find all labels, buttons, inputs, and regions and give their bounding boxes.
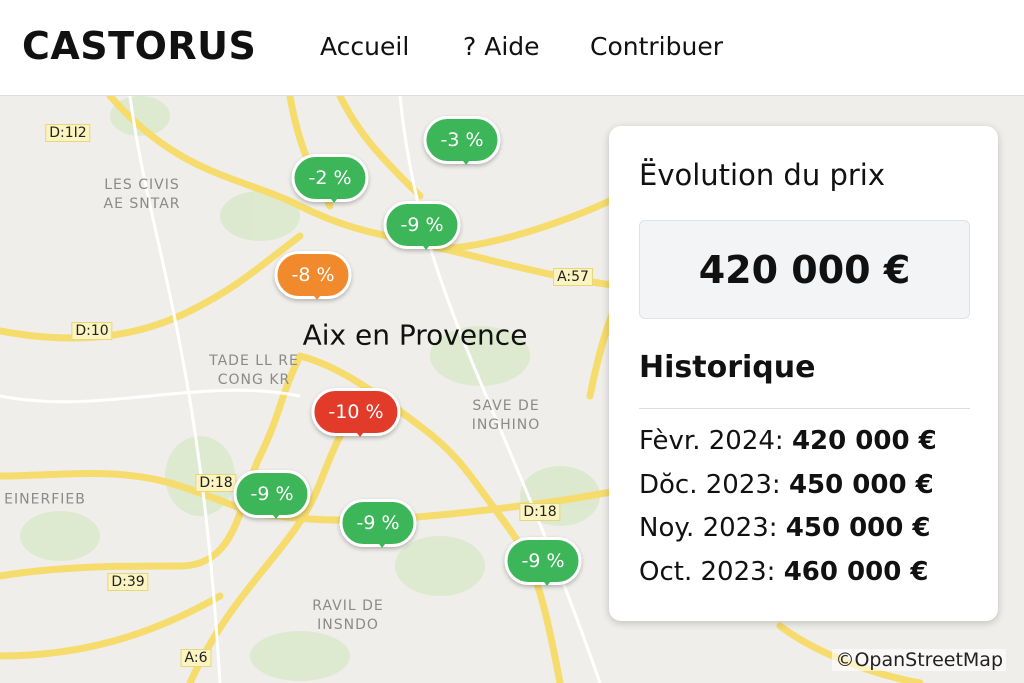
divider: [639, 408, 970, 409]
price-marker[interactable]: -8 %: [274, 251, 352, 299]
road-label: A:6: [180, 649, 212, 667]
place-label: TADE LL RE CONG KR: [209, 353, 299, 388]
price-marker[interactable]: -10 %: [311, 388, 401, 436]
map-attribution[interactable]: ©OpanStreetMap: [832, 649, 1006, 671]
logo[interactable]: CASTORUS: [22, 24, 257, 68]
road-label: D:18: [519, 503, 561, 521]
price-marker[interactable]: -9 %: [383, 201, 461, 249]
nav-aide[interactable]: ? Aide: [463, 32, 540, 61]
place-label: SAVE DE INGHINO: [471, 398, 541, 433]
header: CASTORUS Accueil ? Aide Contribuer: [0, 0, 1024, 96]
history-row: Oct. 2023: 460 000 €: [639, 557, 929, 587]
price-marker[interactable]: -3 %: [423, 116, 501, 164]
price-marker[interactable]: -9 %: [233, 470, 311, 518]
price-marker[interactable]: -9 %: [504, 537, 582, 585]
current-price: 420 000 €: [639, 220, 970, 319]
history-row: Dŏc. 2023: 450 000 €: [639, 470, 934, 500]
nav-contribuer[interactable]: Contribuer: [590, 32, 723, 61]
history-row: Fèvr. 2024: 420 000 €: [639, 426, 937, 456]
price-panel: Ëvolution du prix 420 000 € Historique F…: [609, 126, 998, 621]
price-marker[interactable]: -2 %: [291, 154, 369, 202]
city-label: Aix en Provence: [302, 318, 528, 352]
panel-title: Ëvolution du prix: [639, 158, 885, 192]
price-marker[interactable]: -9 %: [339, 499, 417, 547]
road-label: D:1I2: [45, 124, 91, 142]
road-label: A:57: [553, 268, 593, 286]
history-row: Noy. 2023: 450 000 €: [639, 513, 931, 543]
place-label: RAVIL DE INSNDO: [312, 598, 384, 633]
place-label: LES CIVIS AE SNTAR: [103, 177, 181, 212]
road-label: D:10: [71, 322, 113, 340]
place-label: EINERFIEB: [4, 491, 86, 508]
road-label: D:39: [107, 573, 149, 591]
road-label: D:18: [195, 474, 237, 492]
nav-accueil[interactable]: Accueil: [320, 32, 410, 61]
history-title: Historique: [639, 350, 816, 385]
